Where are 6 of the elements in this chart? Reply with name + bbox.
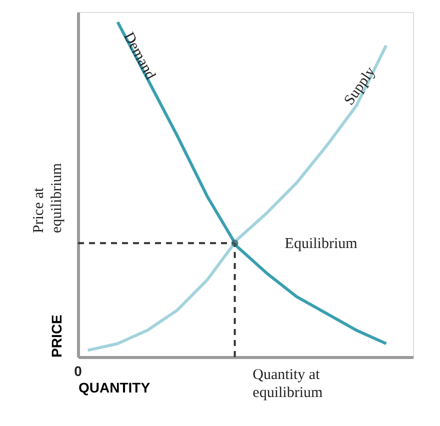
x-axis-title: QUANTITY (78, 380, 151, 396)
annotation: Equilibrium (284, 236, 358, 252)
ref-line-label: Price at equilibrium (31, 162, 65, 234)
text: 0 (74, 363, 82, 379)
text: Quantity at equilibrium (252, 367, 324, 401)
y-axis-title: PRICE (48, 314, 64, 358)
